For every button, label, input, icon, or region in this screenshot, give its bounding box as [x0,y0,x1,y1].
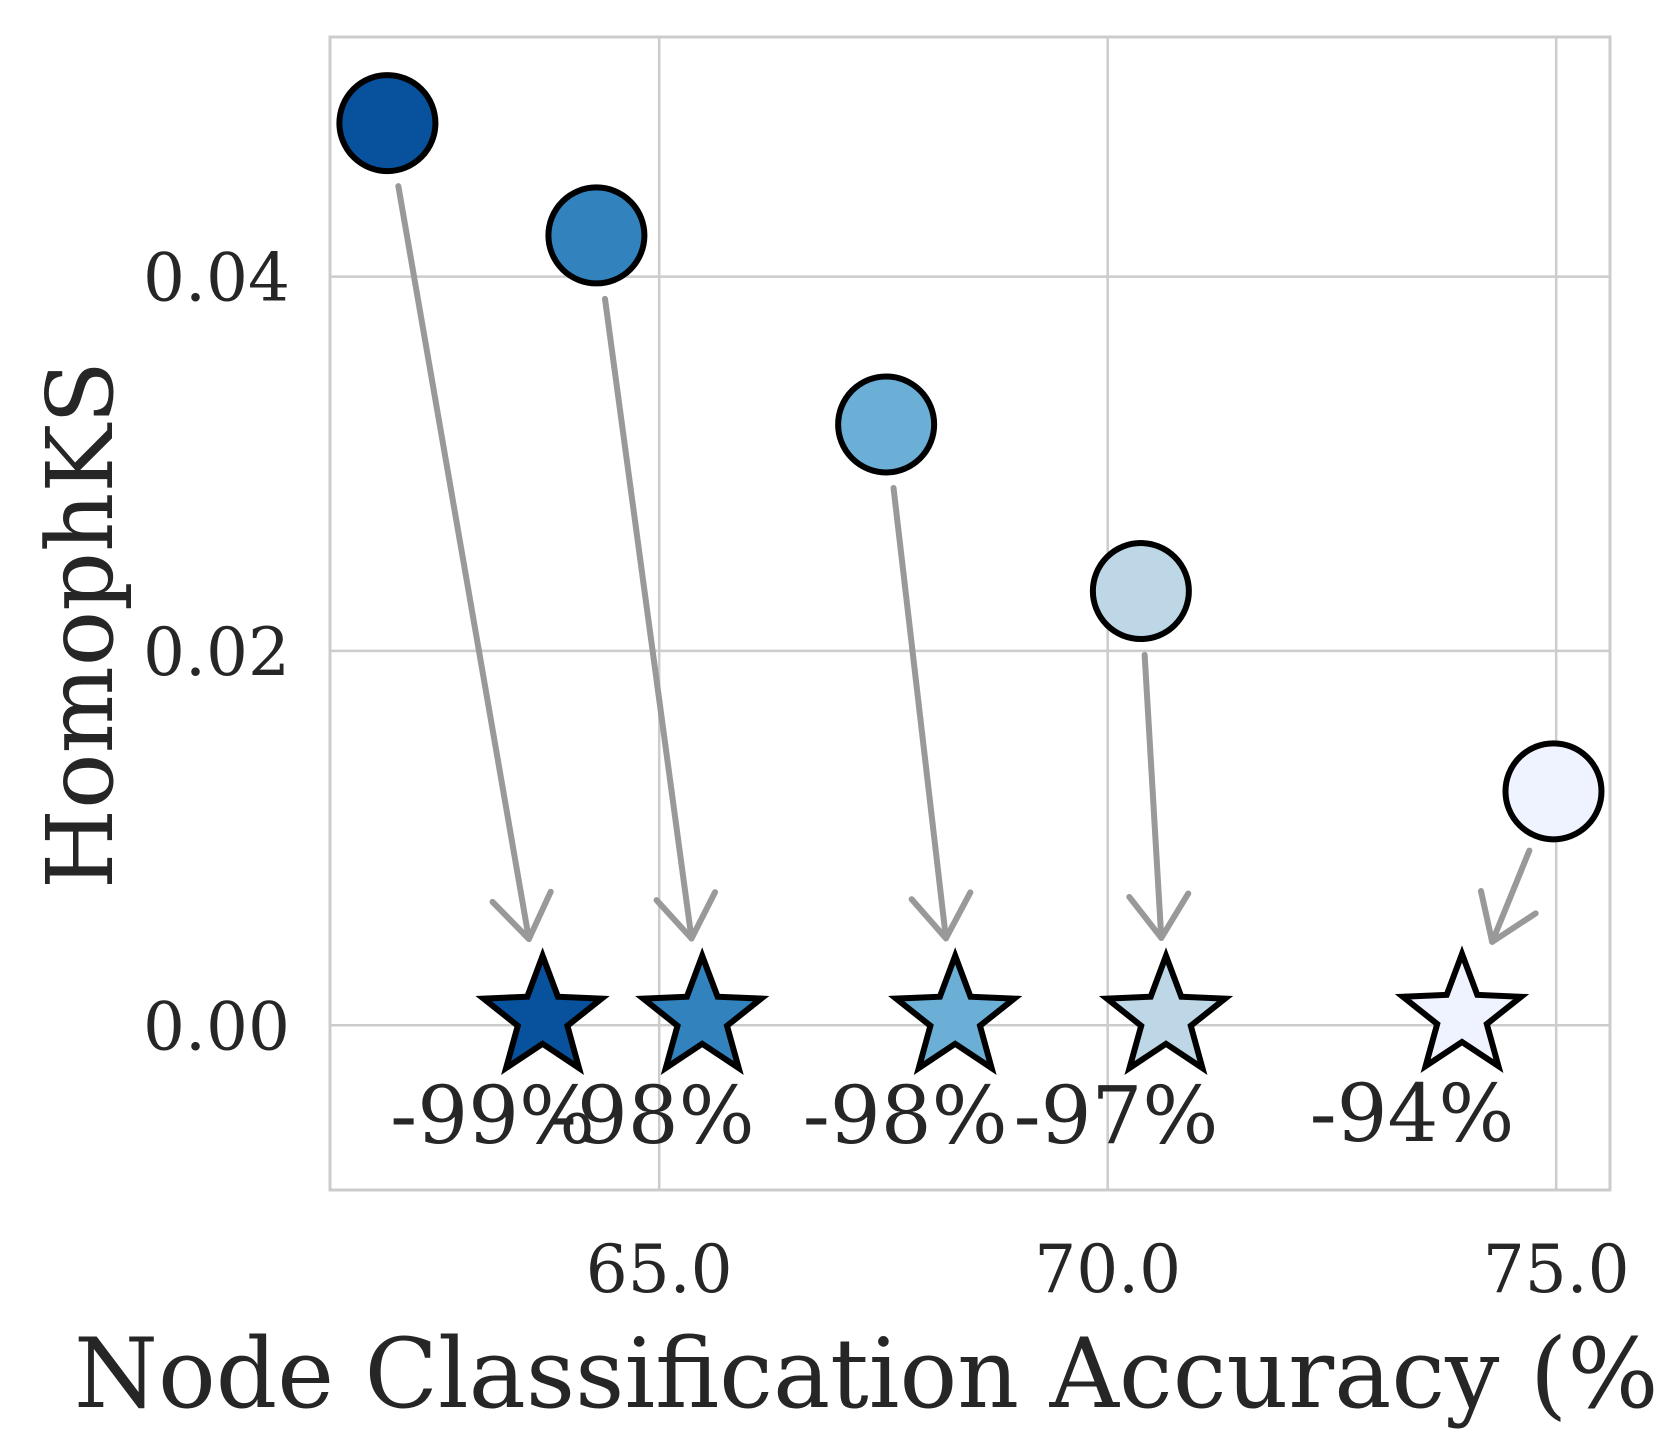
circle-marker [1502,740,1605,843]
arrow [395,183,554,942]
star-marker [635,947,770,1075]
x-tick-label: 70.0 [1034,1231,1181,1308]
y-tick-label: 0.00 [143,988,290,1065]
y-tick-label: 0.04 [143,240,290,317]
circle-marker [545,184,648,287]
arrow [1477,847,1539,945]
reduction-label: -98% [803,1069,1008,1162]
arrow-head [1477,888,1539,945]
marker-layer [336,72,1605,1075]
y-axis-title: HomophKS [27,361,134,889]
x-tick-label: 65.0 [586,1231,733,1308]
arrow-shaft [1489,847,1533,945]
arrow-layer [395,183,1539,945]
arrow-shaft [890,485,949,942]
reduction-label: -94% [1310,1067,1515,1160]
arrow-head [1126,890,1192,941]
arrow-head [908,889,974,942]
reduction-label: -97% [1014,1069,1219,1162]
circle-marker [336,72,439,175]
circle-marker [1089,540,1192,643]
x-axis-title: Node Classification Accuracy (%) [74,1318,1661,1430]
y-tick-label: 0.02 [143,614,290,691]
arrow [890,485,974,942]
x-tick-label: 75.0 [1483,1231,1630,1308]
plot-frame [328,35,1612,1192]
arrow-head [489,888,554,942]
arrow-head [653,889,719,942]
arrow-shaft [395,183,532,942]
label-layer: -99%-98% -98% -97% -94% [390,1067,1514,1162]
arrow-shaft [601,295,695,942]
star-marker [1394,945,1530,1074]
star-marker [475,947,610,1075]
star-marker [1098,947,1234,1075]
arrow-shaft [1141,651,1165,941]
arrow [601,295,719,942]
reduction-label: -99% [390,1069,595,1162]
tick-layer: 65.0 70.0 75.0 0.00 0.02 0.04 [143,240,1630,1308]
star-marker [888,947,1023,1075]
circle-marker [835,373,938,476]
arrow [1126,651,1192,941]
reduction-label: -98% [550,1069,755,1162]
